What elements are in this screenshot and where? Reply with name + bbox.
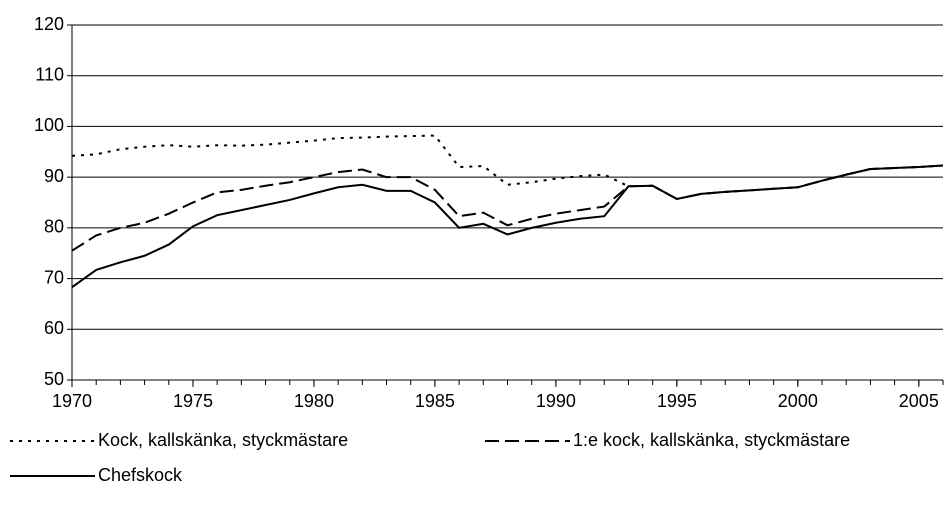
x-tick-label: 1985 xyxy=(415,391,455,411)
y-tick-label: 60 xyxy=(44,318,64,338)
y-tick-label: 110 xyxy=(35,64,64,84)
y-tick-label: 70 xyxy=(44,267,64,287)
x-tick-label: 2000 xyxy=(778,391,818,411)
y-tick-label: 50 xyxy=(44,369,64,389)
legend-label: Kock, kallskänka, styckmästare xyxy=(98,430,348,450)
series-line xyxy=(71,134,944,201)
y-tick-label: 100 xyxy=(34,115,64,135)
legend-label: Chefskock xyxy=(98,465,183,485)
series-line xyxy=(71,164,944,289)
x-tick-label: 1970 xyxy=(52,391,92,411)
x-tick-label: 1995 xyxy=(657,391,697,411)
y-tick-label: 120 xyxy=(34,14,64,34)
x-tick-label: 1975 xyxy=(173,391,213,411)
series-line xyxy=(71,164,944,252)
x-tick-label: 1990 xyxy=(536,391,576,411)
x-tick-label: 1980 xyxy=(294,391,334,411)
x-tick-label: 2005 xyxy=(899,391,939,411)
legend-label: 1:e kock, kallskänka, styckmästare xyxy=(573,430,850,450)
y-tick-label: 80 xyxy=(44,217,64,237)
y-tick-label: 90 xyxy=(44,166,64,186)
